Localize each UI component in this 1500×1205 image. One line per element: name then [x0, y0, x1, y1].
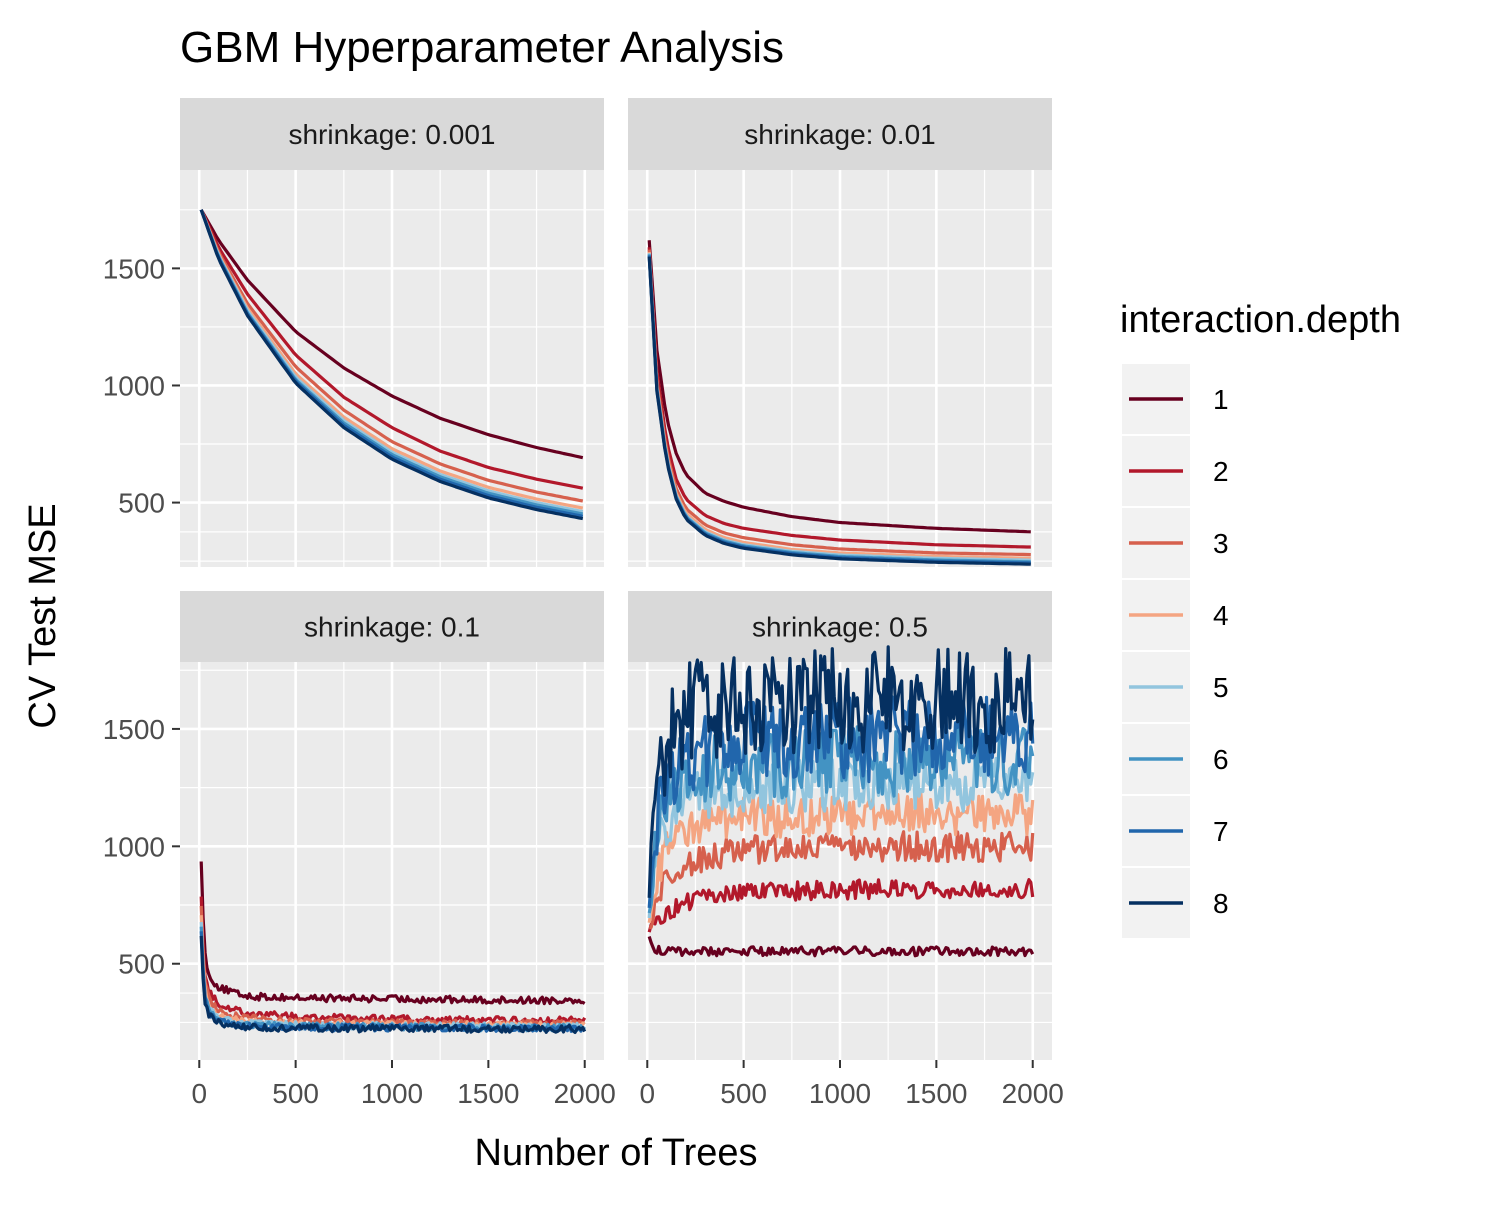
- legend-label: 4: [1213, 600, 1229, 631]
- series-line-1: [647, 240, 1031, 534]
- facet-strip: [180, 591, 604, 662]
- y-axis-title: CV Test MSE: [22, 503, 64, 728]
- x-tick-label: 1000: [361, 1078, 423, 1109]
- legend-title: interaction.depth: [1120, 299, 1401, 341]
- series-line-8: [647, 256, 1031, 566]
- facet-panel: shrinkage: 0.001 500 1000 1500: [103, 98, 604, 567]
- y-tick-label: 1000: [103, 831, 165, 862]
- x-tick-label: 2000: [554, 1078, 616, 1109]
- facet-strip-label: shrinkage: 0.001: [288, 119, 495, 150]
- series-line-1: [647, 936, 1035, 958]
- x-tick-label: 1500: [905, 1078, 967, 1109]
- legend-label: 7: [1213, 816, 1229, 847]
- x-tick-label: 0: [191, 1078, 207, 1109]
- legend-label: 1: [1213, 384, 1229, 415]
- facet-strip: [180, 98, 604, 170]
- facet-strip-label: shrinkage: 0.1: [304, 612, 480, 643]
- series-line-3: [647, 249, 1031, 557]
- legend-label: 8: [1213, 888, 1229, 919]
- x-tick-label: 2000: [1002, 1078, 1064, 1109]
- facet-panel: shrinkage: 0.5 0 500 1000 1500 2000: [628, 591, 1064, 1109]
- series-line-8: [647, 645, 1035, 898]
- series-line-2: [647, 247, 1031, 549]
- series-line-1: [199, 861, 586, 1006]
- y-tick-label: 1500: [103, 714, 165, 745]
- series-line-8: [199, 209, 584, 521]
- x-tick-label: 0: [639, 1078, 655, 1109]
- x-tick-label: 500: [272, 1078, 319, 1109]
- legend-label: 6: [1213, 744, 1229, 775]
- series-line-8: [199, 935, 587, 1035]
- x-tick-label: 1500: [457, 1078, 519, 1109]
- series-line-2: [199, 209, 584, 490]
- series-line-4: [199, 209, 584, 510]
- y-tick-label: 1000: [103, 370, 165, 401]
- legend-label: 2: [1213, 456, 1229, 487]
- x-tick-label: 500: [720, 1078, 767, 1109]
- series-line-3: [649, 830, 1035, 930]
- legend-label: 3: [1213, 528, 1229, 559]
- x-tick-label: 1000: [809, 1078, 871, 1109]
- legend: interaction.depth 1 2 3 4 5 6 7 8: [1120, 299, 1401, 938]
- y-tick-label: 1500: [103, 253, 165, 284]
- facet-panel: shrinkage: 0.01: [628, 98, 1052, 567]
- facet-strip-label: shrinkage: 0.5: [752, 612, 928, 643]
- y-tick-label: 500: [118, 949, 165, 980]
- series-line-3: [199, 209, 584, 503]
- chart-title: GBM Hyperparameter Analysis: [180, 23, 784, 72]
- series-line-2: [647, 878, 1035, 933]
- facet-strip-label: shrinkage: 0.01: [744, 119, 935, 150]
- facet-strip: [628, 591, 1052, 662]
- facet-panel: shrinkage: 0.1 500 1000 1500 0 500 1000 1500 200…: [103, 591, 616, 1109]
- y-tick-label: 500: [118, 488, 165, 519]
- facet-strip: [628, 98, 1052, 170]
- legend-label: 5: [1213, 672, 1229, 703]
- x-axis-title: Number of Trees: [475, 1132, 758, 1174]
- series-line-4: [647, 251, 1031, 560]
- series-line-1: [199, 209, 584, 460]
